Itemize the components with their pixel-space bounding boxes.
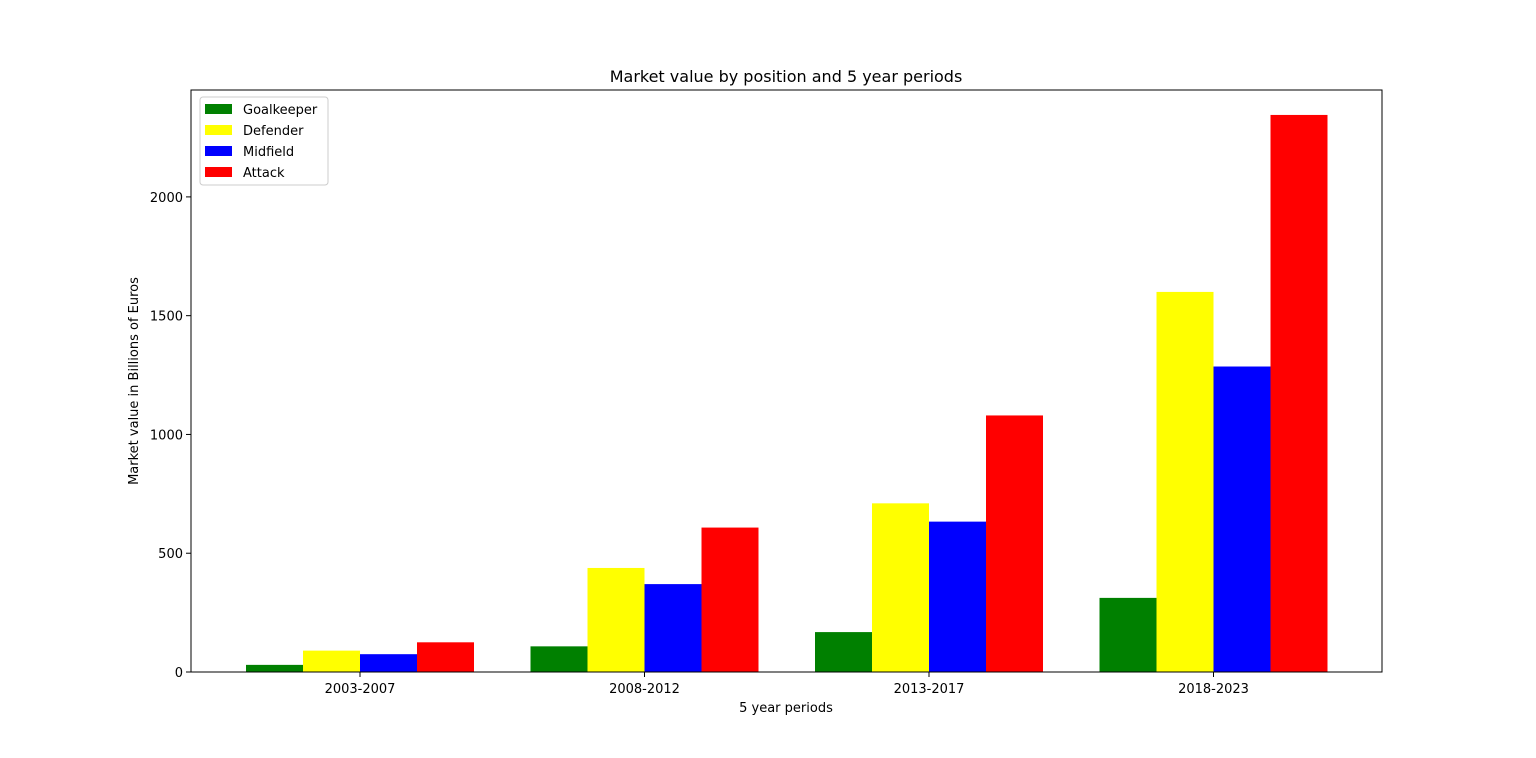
- y-axis-label: Market value in Billions of Euros: [127, 277, 142, 485]
- y-tick-label: 0: [175, 666, 183, 681]
- bars-layer: [246, 114, 1328, 672]
- bar-goalkeeper-2003-2007: [246, 664, 303, 672]
- legend-label-goalkeeper: Goalkeeper: [243, 103, 318, 118]
- legend-swatch-midfield: [205, 146, 232, 156]
- bar-defender-2018-2023: [1156, 291, 1214, 672]
- legend: Goalkeeper Defender Midfield Attack: [199, 96, 329, 186]
- y-tick-label: 1500: [150, 310, 183, 325]
- ticks-layer: 2003-2007 2008-2012 2013-2017 2018-2023 0 500…: [150, 191, 1249, 697]
- bar-defender-2013-2017: [872, 503, 929, 672]
- x-tick-label: 2008-2012: [609, 682, 680, 697]
- legend-label-defender: Defender: [243, 124, 304, 139]
- legend-box: [199, 96, 329, 186]
- y-tick-label: 1000: [150, 428, 183, 443]
- bar-goalkeeper-2008-2012: [530, 646, 588, 672]
- bar-attack-2008-2012: [701, 527, 759, 672]
- plot-frame: [190, 89, 1383, 673]
- x-tick-label: 2013-2017: [894, 682, 965, 697]
- legend-swatch-goalkeeper: [205, 104, 232, 114]
- bar-goalkeeper-2018-2023: [1099, 597, 1157, 672]
- bar-midfield-2013-2017: [929, 521, 986, 672]
- legend-swatch-defender: [205, 125, 232, 135]
- chart-title: Market value by position and 5 year peri…: [610, 67, 963, 86]
- bar-defender-2003-2007: [303, 650, 360, 672]
- legend-label-midfield: Midfield: [243, 145, 294, 160]
- legend-label-attack: Attack: [243, 166, 285, 181]
- y-tick-label: 2000: [150, 191, 183, 206]
- x-tick-label: 2003-2007: [325, 682, 396, 697]
- bar-defender-2008-2012: [587, 567, 645, 672]
- bar-attack-2013-2017: [986, 415, 1043, 672]
- legend-swatch-attack: [205, 167, 232, 177]
- y-tick-label: 500: [158, 547, 183, 562]
- bar-midfield-2018-2023: [1213, 366, 1271, 672]
- bar-attack-2018-2023: [1270, 114, 1328, 672]
- bar-midfield-2008-2012: [644, 584, 702, 672]
- bar-attack-2003-2007: [417, 642, 474, 672]
- bar-goalkeeper-2013-2017: [815, 632, 872, 672]
- x-tick-label: 2018-2023: [1178, 682, 1249, 697]
- bar-midfield-2003-2007: [360, 654, 417, 672]
- x-axis-label: 5 year periods: [739, 701, 833, 716]
